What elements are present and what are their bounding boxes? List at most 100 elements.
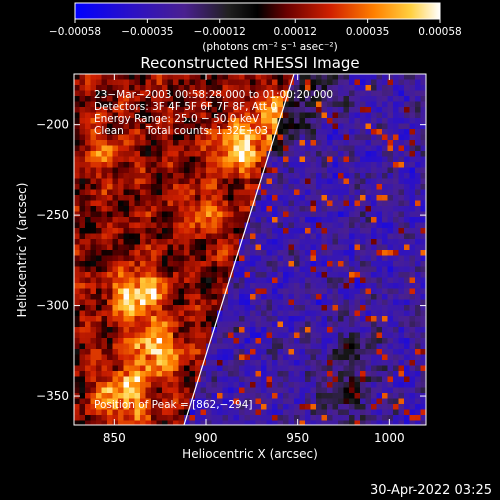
heatmap-cell	[398, 162, 405, 168]
heatmap-cell	[228, 96, 234, 102]
heatmap-cell	[90, 222, 97, 229]
heatmap-cell	[327, 299, 333, 306]
heatmap-cell	[184, 74, 190, 80]
heatmap-cell	[189, 294, 196, 300]
heatmap-cell	[79, 316, 86, 322]
heatmap-cell	[294, 415, 300, 421]
heatmap-cell	[365, 195, 372, 201]
heatmap-cell	[255, 195, 262, 201]
heatmap-cell	[206, 376, 212, 383]
heatmap-cell	[393, 420, 399, 425]
heatmap-cell	[310, 211, 317, 218]
heatmap-cell	[74, 327, 80, 333]
heatmap-cell	[107, 151, 113, 157]
heatmap-cell	[222, 354, 229, 361]
heatmap-cell	[316, 112, 322, 119]
heatmap-cell	[140, 222, 146, 229]
heatmap-cell	[74, 305, 80, 311]
heatmap-cell	[283, 272, 289, 278]
heatmap-cell	[338, 382, 344, 388]
heatmap-cell	[239, 305, 245, 311]
heatmap-cell	[151, 316, 157, 322]
heatmap-cell	[393, 354, 399, 361]
heatmap-cell	[151, 145, 157, 152]
heatmap-cell	[316, 79, 322, 86]
heatmap-cell	[365, 393, 372, 399]
heatmap-cell	[349, 211, 355, 218]
heatmap-cell	[178, 244, 185, 251]
heatmap-cell	[167, 178, 174, 185]
heatmap-cell	[233, 189, 240, 196]
heatmap-cell	[376, 404, 383, 410]
heatmap-cell	[420, 398, 426, 405]
heatmap-cell	[85, 272, 91, 278]
heatmap-cell	[376, 387, 383, 394]
heatmap-cell	[261, 228, 267, 234]
heatmap-cell	[228, 200, 234, 207]
heatmap-cell	[195, 316, 201, 322]
heatmap-cell	[261, 288, 267, 295]
heatmap-cell	[266, 327, 273, 333]
heatmap-cell	[167, 255, 174, 262]
heatmap-cell	[195, 228, 201, 234]
heatmap-cell	[316, 244, 322, 251]
heatmap-cell	[266, 74, 273, 80]
heatmap-cell	[228, 310, 234, 317]
heatmap-cell	[134, 283, 141, 289]
heatmap-cell	[173, 173, 179, 179]
heatmap-cell	[365, 261, 372, 267]
heatmap-cell	[382, 178, 388, 185]
heatmap-cell	[250, 74, 256, 80]
heatmap-cell	[420, 206, 426, 212]
heatmap-cell	[178, 360, 185, 366]
heatmap-cell	[90, 261, 97, 267]
heatmap-cell	[85, 349, 91, 355]
heatmap-cell	[409, 261, 416, 267]
heatmap-cell	[266, 173, 273, 179]
heatmap-cell	[107, 376, 113, 383]
heatmap-cell	[409, 327, 416, 333]
heatmap-cell	[409, 393, 416, 399]
heatmap-cell	[354, 343, 361, 350]
heatmap-cell	[184, 228, 190, 234]
heatmap-cell	[178, 184, 185, 190]
heatmap-cell	[365, 387, 372, 394]
heatmap-cell	[217, 250, 223, 256]
heatmap-cell	[200, 299, 207, 306]
heatmap-cell	[74, 195, 80, 201]
heatmap-cell	[74, 387, 80, 394]
heatmap-cell	[167, 217, 174, 223]
heatmap-cell	[112, 250, 119, 256]
heatmap-cell	[299, 310, 306, 317]
heatmap-cell	[404, 321, 410, 328]
heatmap-cell	[266, 404, 273, 410]
heatmap-cell	[140, 228, 146, 234]
heatmap-cell	[123, 233, 130, 240]
heatmap-cell	[266, 305, 273, 311]
heatmap-cell	[145, 173, 152, 179]
heatmap-cell	[211, 349, 218, 355]
heatmap-cell	[129, 382, 135, 388]
heatmap-cell	[376, 409, 383, 416]
heatmap-cell	[151, 173, 157, 179]
heatmap-cell	[343, 233, 350, 240]
heatmap-cell	[156, 387, 163, 394]
heatmap-cell	[266, 200, 273, 207]
heatmap-cell	[112, 365, 119, 372]
heatmap-cell	[206, 134, 212, 141]
heatmap-cell	[233, 283, 240, 289]
heatmap-cell	[244, 140, 251, 146]
heatmap-cell	[332, 222, 339, 229]
heatmap-cell	[222, 338, 229, 344]
heatmap-cell	[283, 299, 289, 306]
heatmap-cell	[376, 288, 383, 295]
heatmap-cell	[123, 360, 130, 366]
heatmap-cell	[316, 90, 322, 97]
heatmap-cell	[338, 277, 344, 284]
heatmap-cell	[365, 118, 372, 124]
heatmap-cell	[211, 404, 218, 410]
heatmap-cell	[140, 140, 146, 146]
heatmap-cell	[145, 376, 152, 383]
heatmap-cell	[387, 173, 394, 179]
heatmap-cell	[349, 398, 355, 405]
